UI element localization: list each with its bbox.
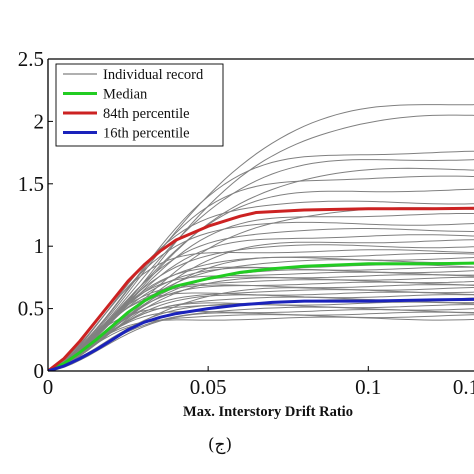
individual-record-line [48, 159, 474, 371]
individual-record-line [48, 175, 474, 371]
individual-record-line [48, 221, 474, 371]
individual-record-line [48, 294, 474, 371]
individual-record-line [48, 252, 474, 371]
y-tick-label: 0.5 [18, 297, 44, 321]
legend: Individual record Median 84th percentile 16… [55, 63, 224, 147]
legend-label: Individual record [103, 67, 204, 83]
y-tick-label: 0 [34, 359, 45, 383]
individual-record-line [48, 167, 474, 371]
x-tick-label: 0.1 [453, 375, 474, 399]
x-tick-label: 0.05 [190, 375, 227, 399]
individual-record-line [48, 188, 474, 371]
individual-record-line [48, 316, 474, 371]
individual-record-line [48, 239, 474, 371]
individual-record-line [48, 228, 474, 371]
individual-record-line [48, 269, 474, 371]
y-tick-label: 2 [34, 109, 45, 133]
individual-record-line [48, 306, 474, 371]
x-tick-label: 0 [43, 375, 54, 399]
x-axis-title: Max. Interstory Drift Ratio [183, 404, 353, 420]
axes [47, 58, 474, 372]
y-tick-label: 1.5 [18, 172, 44, 196]
individual-record-line [48, 200, 474, 371]
series-line [48, 297, 474, 371]
figure-caption: (ج) [208, 435, 232, 455]
y-tick-label: 1 [34, 234, 45, 258]
y-tick-label: 2.5 [18, 47, 44, 71]
series-line [48, 206, 474, 371]
individual-record-line [48, 234, 474, 371]
individual-record-line [48, 104, 474, 371]
individual-record-line [48, 114, 474, 371]
individual-record-line [48, 289, 474, 371]
legend-label: Median [103, 87, 148, 103]
summary-series [48, 206, 474, 371]
series-line [48, 261, 474, 371]
x-tick-label: 0.1 [355, 375, 381, 399]
legend-label: 16th percentile [103, 126, 190, 142]
legend-label: 84th percentile [103, 106, 190, 122]
individual-record-line [48, 150, 474, 371]
individual-record-line [48, 309, 474, 371]
tick-labels: 0 0.5 1 1.5 2 2.5 0 0.05 0.1 0.1 [18, 47, 474, 399]
